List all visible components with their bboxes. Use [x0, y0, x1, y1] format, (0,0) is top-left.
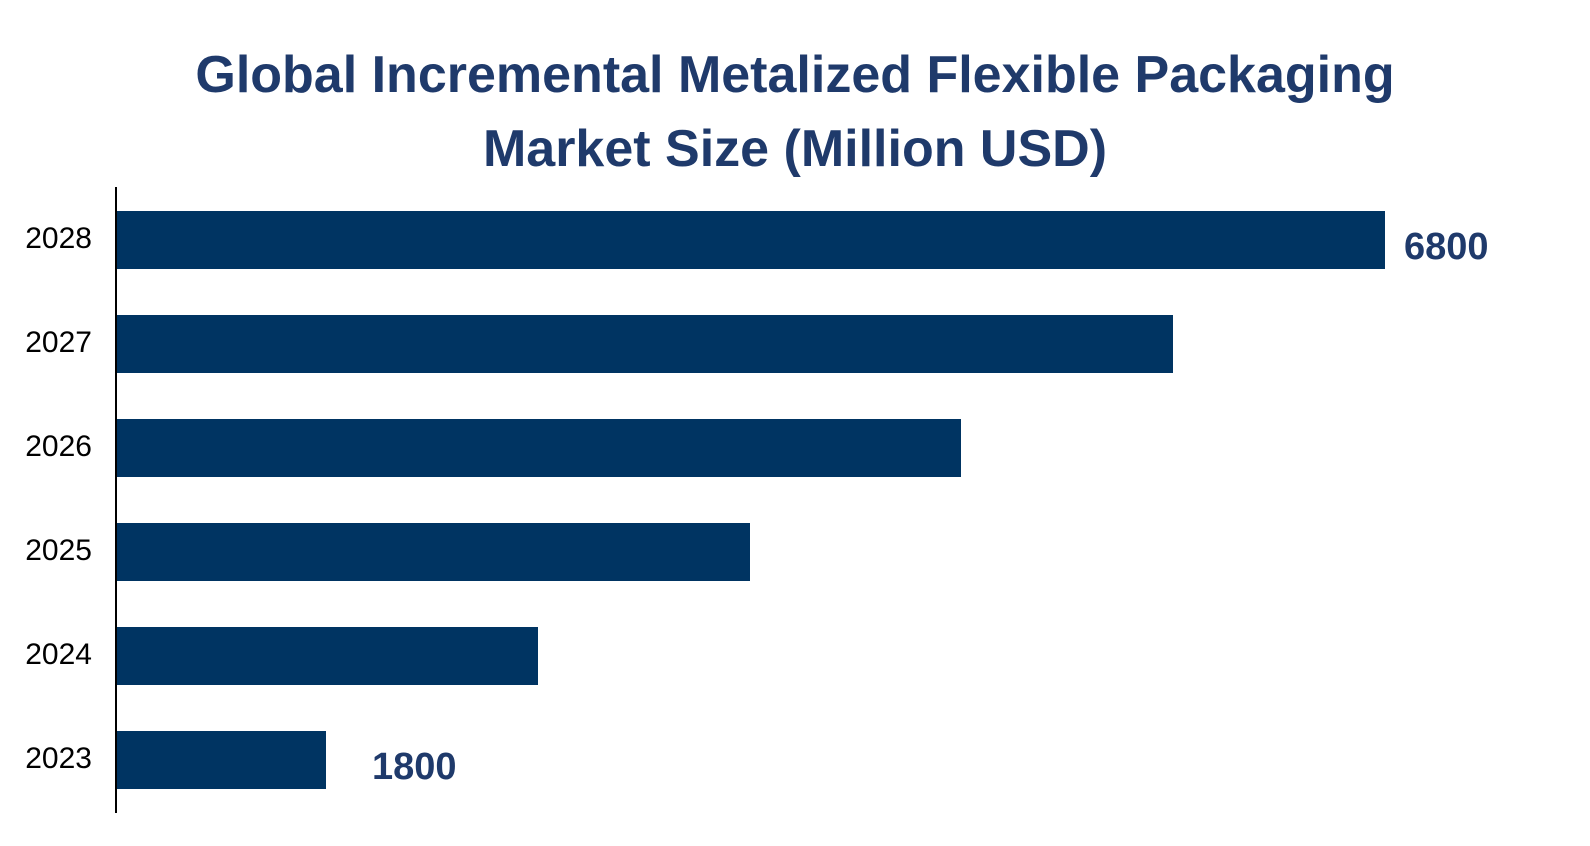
y-tick-label: 2025	[25, 534, 92, 567]
y-tick-label: 2024	[25, 638, 92, 671]
bar-2025	[117, 523, 750, 581]
bar-row-2025: 2025	[0, 523, 1590, 581]
bar-2023	[117, 731, 326, 789]
value-label-2028: 6800	[1404, 226, 1489, 268]
bar-2028	[117, 211, 1385, 269]
y-axis-line	[115, 187, 117, 813]
chart-title-line-2: Market Size (Million USD)	[482, 120, 1108, 178]
bar-2027	[117, 315, 1173, 373]
y-tick-label: 2027	[25, 326, 92, 359]
chart-title: Global Incremental Metalized Flexible Pa…	[0, 38, 1590, 186]
bar-row-2024: 2024	[0, 627, 1590, 685]
bar-row-2026: 2026	[0, 419, 1590, 477]
bar-2026	[117, 419, 961, 477]
bar-row-2023: 2023 1800	[0, 731, 1590, 789]
bar-row-2028: 2028 6800	[0, 211, 1590, 269]
bar-row-2027: 2027	[0, 315, 1590, 373]
bar-2024	[117, 627, 538, 685]
y-tick-label: 2023	[25, 742, 92, 775]
y-tick-label: 2026	[25, 430, 92, 463]
chart-title-line-1: Global Incremental Metalized Flexible Pa…	[195, 46, 1395, 104]
value-label-2023: 1800	[372, 746, 457, 788]
y-tick-label: 2028	[25, 222, 92, 255]
